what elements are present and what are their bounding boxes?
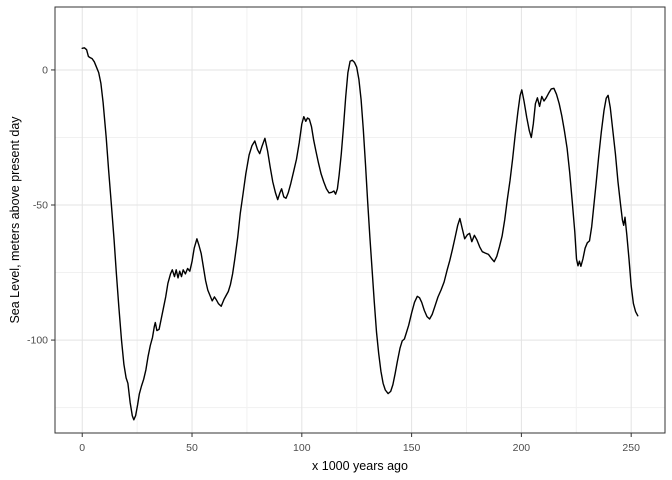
panel-border (54, 6, 666, 434)
x-tick-label: 0 (79, 442, 85, 454)
x-tick-label: 250 (622, 442, 640, 454)
axis-tick-marks (51, 69, 632, 437)
x-axis-title: x 1000 years ago (312, 459, 408, 473)
plot-panel (55, 7, 665, 433)
series-lines (81, 47, 639, 421)
x-tick-label: 50 (186, 442, 198, 454)
axis-tick-labels: 0 50 100 150 200 250 0 -50 -100 (27, 64, 640, 454)
sea-level-series-line (81, 47, 639, 421)
panel-border-rect (54, 6, 666, 434)
major-gridlines (55, 7, 665, 433)
minor-gridlines (55, 7, 665, 433)
y-axis-title: Sea Level, meters above present day (8, 116, 22, 324)
y-tick-label: -50 (33, 200, 48, 212)
x-tick-label: 100 (293, 442, 311, 454)
y-tick-label: -100 (27, 335, 48, 347)
x-tick-label: 150 (403, 442, 421, 454)
y-tick-label: 0 (42, 64, 48, 76)
x-tick-label: 200 (513, 442, 531, 454)
panel-background (55, 7, 665, 433)
